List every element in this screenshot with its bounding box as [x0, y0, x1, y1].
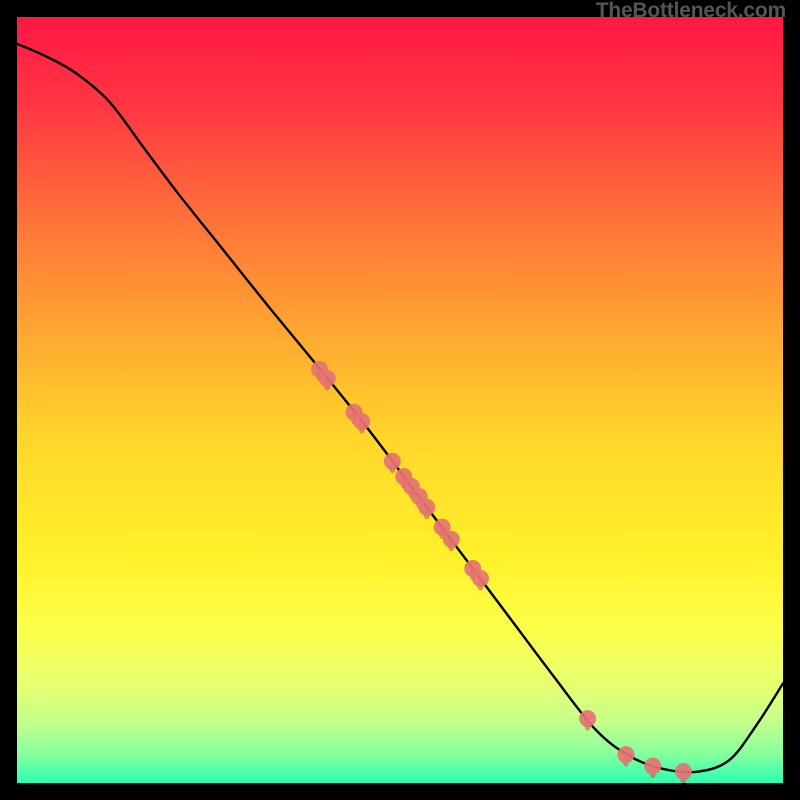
scatter-point	[418, 499, 435, 516]
chart-container: TheBottleneck.com	[0, 0, 800, 800]
scatter-point	[644, 758, 661, 775]
scatter-point	[579, 710, 596, 727]
watermark: TheBottleneck.com	[596, 0, 786, 23]
scatter-point	[353, 413, 370, 430]
scatter-point	[319, 370, 336, 387]
scatter-point	[384, 453, 401, 470]
scatter-point	[675, 763, 692, 780]
scatter-point	[443, 531, 460, 548]
chart-svg	[17, 17, 783, 783]
scatter-point	[472, 570, 489, 587]
plot-area	[17, 17, 783, 783]
scatter-point	[617, 746, 634, 763]
